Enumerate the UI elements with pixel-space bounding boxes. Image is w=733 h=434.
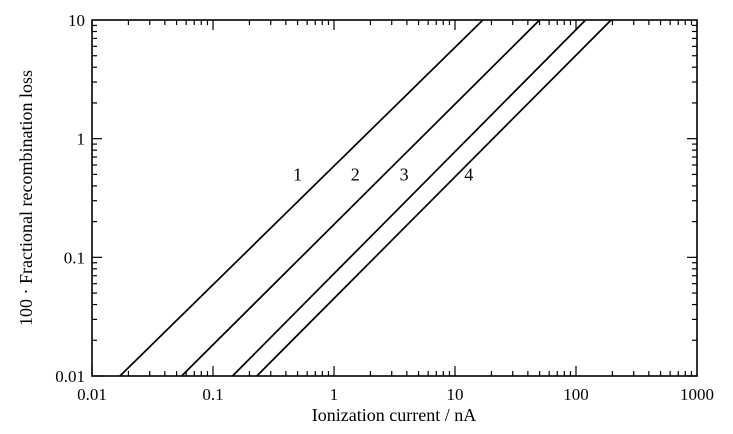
y-tick-label: 1: [77, 130, 86, 149]
series-line-2: [181, 19, 541, 377]
y-axis-title: 100 · Fractional recombination loss: [16, 70, 36, 326]
y-tick-label: 0.01: [55, 367, 85, 386]
x-tick-label: 0.01: [77, 385, 107, 404]
series-label-3: 3: [400, 164, 409, 184]
x-tick-label: 1: [330, 385, 339, 404]
plot-frame: [91, 19, 698, 377]
series-label-2: 2: [351, 164, 360, 184]
x-tick-label: 100: [563, 385, 589, 404]
x-tick-label: 1000: [680, 385, 714, 404]
axis-ticks: [91, 20, 697, 377]
series-line-1: [119, 19, 484, 377]
series-group: 1 2 3 4: [119, 19, 612, 377]
series-line-4: [256, 19, 612, 377]
y-tick-label: 0.1: [64, 248, 85, 267]
series-label-1: 1: [293, 164, 302, 184]
y-tick-labels: 0.01 0.1 1 10: [55, 11, 85, 386]
series-line-3: [231, 19, 587, 377]
series-label-4: 4: [464, 164, 473, 184]
y-tick-label: 10: [68, 11, 85, 30]
x-tick-label: 10: [447, 385, 464, 404]
x-tick-label: 0.1: [202, 385, 223, 404]
x-tick-labels: 0.01 0.1 1 10 100 1000: [77, 385, 714, 404]
x-axis-title: Ionization current / nA: [312, 405, 476, 425]
